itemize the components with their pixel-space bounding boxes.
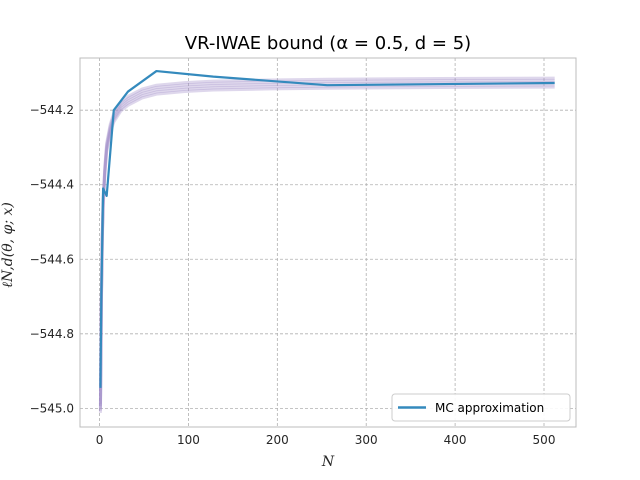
x-tick-label: 0 — [96, 433, 104, 447]
series-line-mc-approximation — [99, 69, 555, 388]
chart-title: VR-IWAE bound (α = 0.5, d = 5) — [185, 33, 471, 54]
y-ticks: −545.0 −544.8 −544.6 −544.4 −544.2 — [30, 103, 74, 415]
x-tick-label: 400 — [444, 433, 467, 447]
y-tick-label: −544.4 — [30, 178, 74, 192]
grid — [80, 58, 576, 427]
legend: MC approximation — [391, 393, 571, 422]
x-tick-label: 100 — [177, 433, 200, 447]
x-tick-label: 200 — [266, 433, 289, 447]
x-axis-label: N — [321, 454, 335, 470]
x-ticks: 0 100 200 300 400 500 — [96, 433, 556, 447]
y-axis-label: ℓN,d(θ, φ; x) — [0, 202, 16, 288]
y-tick-label: −544.8 — [30, 327, 74, 341]
y-tick-label: −545.0 — [30, 401, 74, 415]
y-tick-label: −544.2 — [30, 103, 74, 117]
x-tick-label: 300 — [355, 433, 378, 447]
y-tick-label: −544.6 — [30, 252, 74, 266]
legend-label: MC approximation — [435, 401, 544, 415]
plot-frame — [79, 57, 577, 428]
plot-area — [80, 58, 576, 427]
x-tick-label: 500 — [533, 433, 556, 447]
legend-box — [391, 393, 571, 422]
series-lines — [99, 69, 555, 388]
